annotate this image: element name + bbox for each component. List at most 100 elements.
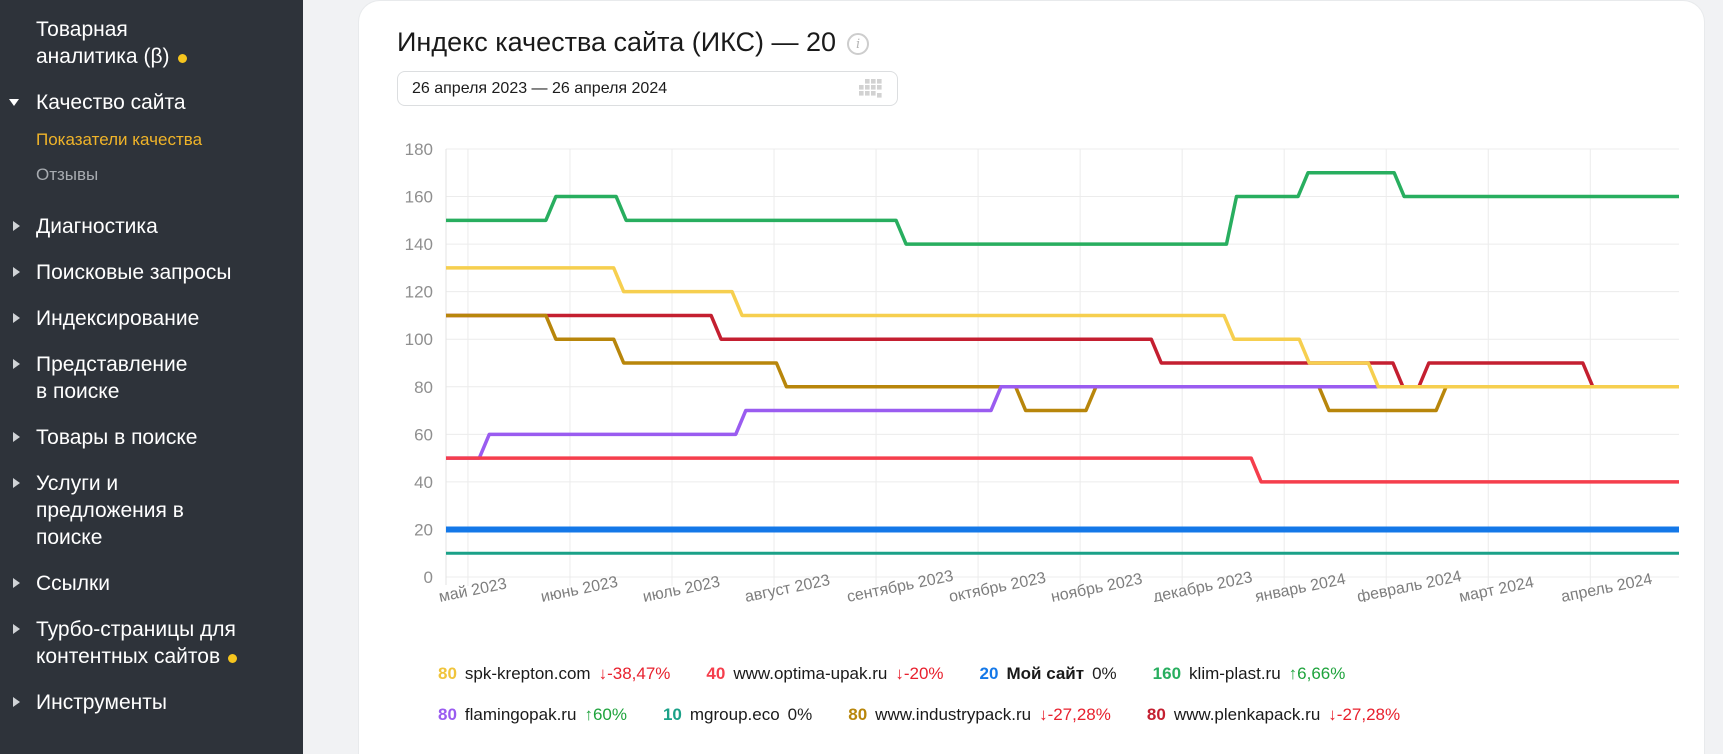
x-tick-label: март 2024 bbox=[1458, 574, 1536, 602]
line-klim-plast.ru bbox=[446, 171, 1679, 246]
legend-site-name: mgroup.eco bbox=[689, 705, 780, 724]
x-tick-label: сентябрь 2023 bbox=[845, 568, 954, 602]
page-title: Индекс качества сайта (ИКС) — 20 bbox=[397, 27, 837, 57]
main-panel: Индекс качества сайта (ИКС) — 20 i 26 ап… bbox=[358, 0, 1705, 754]
sidebar-nav: Товарная аналитика (β) Качество сайта Пока… bbox=[0, 16, 289, 716]
sidebar-item-label: Диагностика bbox=[36, 215, 158, 238]
legend-value: 40 bbox=[706, 664, 726, 683]
y-tick-label: 40 bbox=[414, 473, 433, 492]
legend-site-name: www.industrypack.ru bbox=[875, 705, 1032, 724]
chevron-right-icon bbox=[13, 267, 20, 277]
sidebar-item-indexing[interactable]: Индексирование bbox=[0, 305, 289, 332]
x-tick-label: май 2023 bbox=[437, 576, 508, 602]
line-flamingopak.ru bbox=[446, 385, 1679, 460]
legend-value: 80 bbox=[438, 664, 457, 683]
sidebar-item-label: Показатели качества bbox=[36, 130, 203, 149]
x-tick-label: декабрь 2023 bbox=[1152, 569, 1254, 602]
legend-item-klim-plast.ru[interactable]: 160 klim-plast.ru ↑6,66% bbox=[1153, 664, 1346, 684]
chevron-right-icon bbox=[13, 624, 20, 634]
legend-site-name: www.optima-upak.ru bbox=[733, 664, 888, 683]
legend-value: 80 bbox=[848, 705, 868, 724]
line-spk-krepton.com bbox=[446, 266, 1679, 389]
sidebar-item-label: Ссылки bbox=[36, 572, 110, 595]
legend-site-name: klim-plast.ru bbox=[1189, 664, 1281, 683]
x-tick-label: июнь 2023 bbox=[539, 574, 619, 602]
legend-item-Мой сайт[interactable]: 20 Мой сайт 0% bbox=[980, 664, 1117, 684]
y-tick-label: 80 bbox=[414, 378, 433, 397]
y-tick-label: 60 bbox=[414, 425, 433, 444]
date-range-value: 26 апреля 2023 — 26 апреля 2024 bbox=[412, 79, 668, 97]
line-www.optima-upak.ru bbox=[446, 456, 1679, 484]
legend-change: ↑60% bbox=[584, 705, 627, 724]
y-tick-label: 180 bbox=[405, 140, 433, 159]
sidebar-item-label: Турбо-страницы для контентных сайтов bbox=[36, 618, 236, 668]
line-www.industrypack.ru bbox=[446, 313, 1679, 413]
sidebar-item-label: Индексирование bbox=[36, 307, 200, 330]
legend-site-name: spk-krepton.com bbox=[464, 664, 591, 683]
legend-change: 0% bbox=[1092, 664, 1117, 683]
legend-site-name: Мой сайт bbox=[1006, 664, 1085, 683]
calendar-grid-icon bbox=[859, 78, 882, 98]
legend-row-2: 80 flamingopak.ru ↑60% 10 mgroup.eco 0% 80 www.… bbox=[438, 705, 1704, 725]
sidebar-item-tools[interactable]: Инструменты bbox=[0, 689, 289, 716]
y-tick-label: 100 bbox=[405, 330, 433, 349]
page-title-row: Индекс качества сайта (ИКС) — 20 i bbox=[397, 27, 1704, 58]
chevron-right-icon bbox=[13, 313, 20, 323]
chart-legend: 80 spk-krepton.com ↓-38,47% 40 www.optima-up… bbox=[438, 664, 1704, 725]
legend-site-name: www.plenkapack.ru bbox=[1173, 705, 1321, 724]
sidebar-item-search-appearance[interactable]: Представление в поиске bbox=[0, 351, 289, 405]
sidebar-item-quality-indicators[interactable]: Показатели качества bbox=[0, 128, 289, 151]
legend-change: ↓-27,28% bbox=[1039, 705, 1111, 724]
line-www.plenkapack.ru bbox=[446, 313, 1679, 389]
sidebar: Товарная аналитика (β) Качество сайта Пока… bbox=[0, 0, 303, 754]
legend-site-name: flamingopak.ru bbox=[464, 705, 577, 724]
sidebar-item-site-quality[interactable]: Качество сайта bbox=[0, 89, 289, 116]
legend-value: 10 bbox=[662, 705, 682, 724]
legend-change: 0% bbox=[787, 705, 813, 724]
sidebar-item-label: Услуги и предложения в поиске bbox=[36, 472, 184, 549]
legend-item-flamingopak.ru[interactable]: 80 flamingopak.ru ↑60% bbox=[438, 705, 627, 725]
sidebar-item-services-in-search[interactable]: Услуги и предложения в поиске bbox=[0, 470, 289, 551]
sidebar-item-label: Качество сайта bbox=[36, 91, 186, 114]
iks-chart-svg: 0 20 40 60 80 100 120 140 160 180 май 2023 июнь 202… bbox=[405, 140, 1679, 602]
legend-change: ↓-27,28% bbox=[1328, 705, 1401, 724]
x-tick-label: февраль 2024 bbox=[1356, 568, 1463, 602]
sidebar-item-products-in-search[interactable]: Товары в поиске bbox=[0, 424, 289, 451]
sidebar-item-label: Инструменты bbox=[36, 691, 167, 714]
chevron-right-icon bbox=[13, 578, 20, 588]
new-badge-dot bbox=[228, 654, 238, 663]
info-icon[interactable]: i bbox=[847, 33, 870, 55]
legend-item-spk-krepton.com[interactable]: 80 spk-krepton.com ↓-38,47% bbox=[438, 664, 670, 684]
legend-change: ↓-38,47% bbox=[598, 664, 671, 683]
legend-change: ↓-20% bbox=[895, 664, 944, 683]
legend-item-www.optima-upak.ru[interactable]: 40 www.optima-upak.ru ↓-20% bbox=[706, 664, 943, 684]
x-tick-label: январь 2024 bbox=[1254, 571, 1348, 602]
y-tick-label: 120 bbox=[405, 283, 433, 302]
sidebar-item-links[interactable]: Ссылки bbox=[0, 570, 289, 597]
legend-item-www.industrypack.ru[interactable]: 80 www.industrypack.ru ↓-27,28% bbox=[848, 705, 1111, 725]
sidebar-item-label: Товары в поиске bbox=[36, 426, 198, 449]
date-range-picker[interactable]: 26 апреля 2023 — 26 апреля 2024 bbox=[397, 71, 898, 106]
legend-item-www.plenkapack.ru[interactable]: 80 www.plenkapack.ru ↓-27,28% bbox=[1147, 705, 1400, 725]
x-tick-label: октябрь 2023 bbox=[948, 570, 1048, 602]
chevron-down-icon bbox=[9, 99, 19, 106]
chart-grid: 0 20 40 60 80 100 120 140 160 180 май 2023 июнь 202… bbox=[405, 140, 1679, 602]
legend-row-1: 80 spk-krepton.com ↓-38,47% 40 www.optima-up… bbox=[438, 664, 1704, 684]
legend-item-mgroup.eco[interactable]: 10 mgroup.eco 0% bbox=[663, 705, 812, 725]
x-tick-label: июль 2023 bbox=[641, 574, 721, 602]
legend-value: 80 bbox=[438, 705, 457, 724]
chevron-right-icon bbox=[13, 221, 20, 231]
legend-value: 20 bbox=[979, 664, 999, 683]
chevron-right-icon bbox=[13, 697, 20, 707]
legend-value: 80 bbox=[1146, 705, 1166, 724]
iks-chart: 0 20 40 60 80 100 120 140 160 180 май 2023 июнь 202… bbox=[359, 124, 1704, 602]
chevron-right-icon bbox=[13, 432, 20, 442]
sidebar-item-reviews[interactable]: Отзывы bbox=[0, 163, 289, 186]
sidebar-item-search-queries[interactable]: Поисковые запросы bbox=[0, 259, 289, 286]
sidebar-item-turbo-pages[interactable]: Турбо-страницы для контентных сайтов bbox=[0, 616, 289, 670]
sidebar-item-product-analytics[interactable]: Товарная аналитика (β) bbox=[0, 16, 289, 70]
sidebar-item-diagnostics[interactable]: Диагностика bbox=[0, 213, 289, 240]
chevron-right-icon bbox=[13, 359, 20, 369]
sidebar-item-label: Представление в поиске bbox=[36, 353, 188, 403]
y-tick-label: 0 bbox=[424, 568, 433, 587]
